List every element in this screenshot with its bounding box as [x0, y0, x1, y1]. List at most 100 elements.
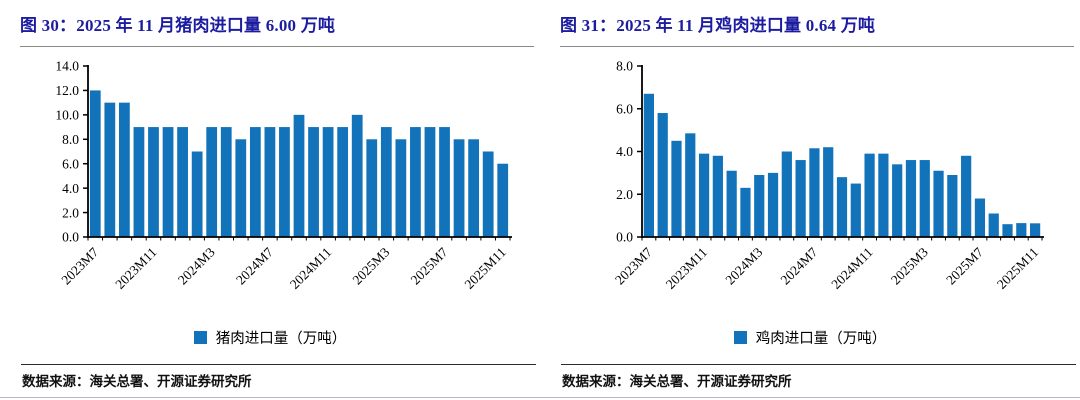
figure-31-panel: 图 31：2025 年 11 月鸡肉进口量 0.64 万吨 0.0 2.0 4.0 6… — [540, 0, 1080, 400]
legend-swatch-icon — [193, 331, 207, 344]
pork-import-bar-chart: 0.0 2.0 4.0 6.0 8.0 10.0 12.0 14.0 2023M7 2023M11… — [55, 59, 512, 292]
x-axis-tick-label: 2025M3 — [888, 244, 931, 287]
y-axis-tick-label: 2.0 — [62, 205, 79, 220]
bar-2024M5 — [235, 139, 247, 237]
bar-2025M11 — [1030, 223, 1041, 237]
x-axis-tick-label: 2025M11 — [461, 245, 508, 292]
y-axis-tick-label: 4.0 — [616, 144, 633, 159]
x-axis-tick-label: 2023M11 — [112, 245, 159, 292]
bar-2023M12 — [712, 155, 723, 237]
legend-label: 鸡肉进口量（万吨） — [755, 331, 887, 347]
y-axis-tick-label: 0.0 — [616, 230, 633, 245]
x-axis-tick-label: 2025M11 — [994, 245, 1041, 292]
bar-2024M3 — [206, 127, 218, 237]
bar-2025M11 — [497, 163, 509, 237]
bar-2023M9 — [119, 102, 130, 237]
bar-2024M5 — [781, 151, 792, 237]
bar-2023M11 — [148, 127, 159, 237]
x-axis-tick-label: 2024M11 — [287, 245, 334, 292]
bar-2023M7 — [89, 90, 101, 238]
bar-2024M1 — [177, 127, 188, 237]
y-axis-tick-label: 2.0 — [616, 187, 633, 202]
bar-2025M4 — [395, 139, 407, 237]
bar-2023M9 — [671, 140, 682, 237]
figure-31-title: 图 31：2025 年 11 月鸡肉进口量 0.64 万吨 — [560, 16, 876, 35]
x-axis-tick-label: 2024M11 — [828, 245, 875, 292]
bar-2025M3 — [919, 160, 930, 237]
bar-2025M10 — [482, 151, 494, 237]
bar-2023M8 — [104, 102, 116, 237]
bar-2024M12 — [337, 127, 349, 237]
y-axis-tick-label: 12.0 — [55, 83, 79, 98]
bar-2023M10 — [685, 133, 696, 237]
data-source-note: 数据来源：海关总署、开源证券研究所 — [562, 374, 792, 389]
y-axis-tick-label: 6.0 — [62, 156, 79, 171]
bar-2024M3 — [754, 175, 765, 237]
bar-2023M7 — [643, 93, 654, 237]
bar-2023M10 — [133, 127, 145, 237]
bar-2025M4 — [933, 170, 944, 237]
page-bottom-border — [0, 397, 1080, 398]
x-axis-tick-label: 2024M7 — [778, 244, 821, 287]
bar-2023M8 — [657, 113, 668, 237]
bar-2025M9 — [468, 139, 480, 237]
bar-2024M4 — [767, 172, 779, 238]
bar-2024M10 — [850, 183, 861, 237]
y-axis-tick-label: 10.0 — [55, 108, 79, 123]
figure-30-title: 图 30：2025 年 11 月猪肉进口量 6.00 万吨 — [20, 16, 336, 35]
bar-2024M11 — [864, 153, 875, 237]
bar-2025M6 — [424, 127, 436, 237]
bar-2024M8 — [279, 127, 290, 237]
title-divider — [560, 46, 1074, 47]
chicken-import-bar-chart: 0.0 2.0 4.0 6.0 8.0 2023M7 2023M11 2024M3 2024M7… — [612, 59, 1044, 292]
legend: 鸡肉进口量（万吨） — [540, 327, 1080, 348]
y-axis-tick-label: 4.0 — [62, 181, 79, 196]
bar-2024M7 — [264, 127, 276, 237]
x-axis-tick-label: 2025M7 — [943, 244, 986, 287]
x-axis-tick-label: 2023M7 — [612, 244, 655, 287]
bar-2024M2 — [740, 187, 751, 237]
bar-2024M6 — [795, 160, 806, 237]
bar-2025M7 — [974, 198, 986, 238]
bar-2024M12 — [878, 153, 889, 237]
source-divider — [21, 364, 536, 365]
legend-label: 猪肉进口量（万吨） — [215, 331, 347, 347]
bar-2025M5 — [410, 127, 421, 237]
bar-2025M2 — [905, 160, 917, 237]
bar-2024M9 — [293, 114, 305, 237]
y-axis-tick-label: 14.0 — [55, 59, 79, 74]
bar-2025M3 — [380, 127, 392, 237]
figure-30-panel: 图 30：2025 年 11 月猪肉进口量 6.00 万吨 0.0 2.0 4.0 6… — [20, 16, 536, 389]
y-axis-tick-label: 8.0 — [616, 59, 633, 74]
bar-2025M5 — [947, 175, 958, 237]
bar-2024M11 — [322, 127, 334, 237]
y-axis-tick-label: 8.0 — [62, 132, 79, 147]
bar-2024M6 — [249, 127, 261, 237]
x-axis-tick-label: 2025M7 — [408, 244, 451, 287]
bar-2025M8 — [988, 213, 999, 237]
x-axis-tick-label: 2023M7 — [58, 244, 101, 287]
bar-2025M7 — [439, 127, 450, 237]
x-axis-tick-label: 2024M3 — [722, 244, 765, 287]
bar-2025M2 — [366, 139, 378, 237]
bar-2025M10 — [1016, 223, 1027, 237]
bar-2025M8 — [453, 139, 465, 237]
x-axis-tick-label: 2024M7 — [233, 244, 276, 287]
x-axis-tick-label: 2024M3 — [175, 244, 218, 287]
bar-2025M9 — [1002, 224, 1013, 237]
title-divider — [20, 46, 534, 47]
x-axis-tick-label: 2023M11 — [663, 245, 710, 292]
x-axis-tick-label: 2025M3 — [349, 244, 392, 287]
bar-2024M7 — [809, 148, 820, 237]
bar-2023M12 — [162, 127, 174, 237]
bar-2025M6 — [961, 155, 972, 237]
bar-2024M10 — [308, 127, 319, 237]
bar-2025M1 — [351, 114, 363, 237]
legend-swatch-icon — [733, 331, 747, 344]
source-divider — [561, 364, 1076, 365]
bar-2024M1 — [726, 170, 737, 237]
bar-2023M11 — [698, 153, 710, 237]
y-axis-tick-label: 0.0 — [62, 230, 79, 245]
bar-2024M9 — [836, 177, 848, 237]
bar-2025M1 — [892, 164, 903, 237]
